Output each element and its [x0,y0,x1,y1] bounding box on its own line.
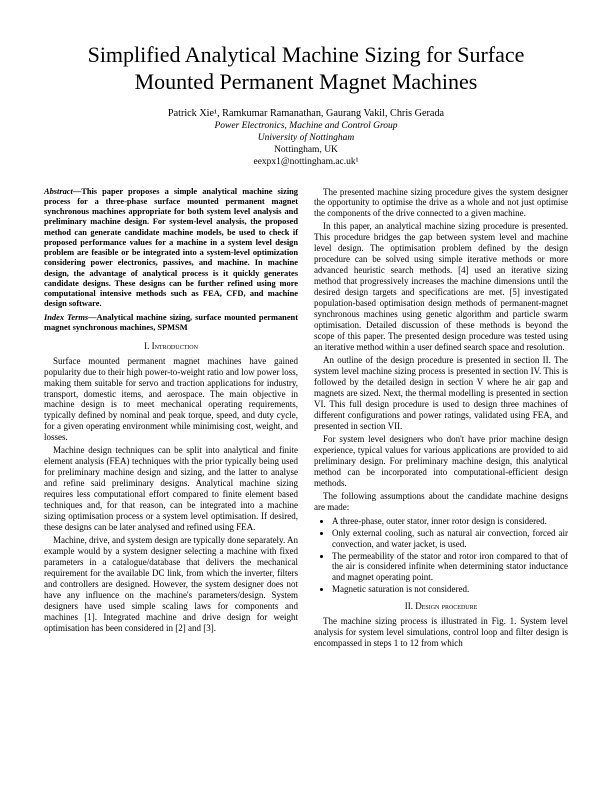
paragraph: Machine, drive, and system design are ty… [44,535,298,634]
list-item: Only external cooling, such as natural a… [332,528,568,550]
paper-title: Simplified Analytical Machine Sizing for… [52,42,560,96]
paragraph: Machine design techniques can be split i… [44,445,298,533]
affiliation-university: University of Nottingham [44,133,568,144]
paragraph: In this paper, an analytical machine siz… [314,221,568,353]
affiliation-location: Nottingham, UK [44,145,568,156]
abstract-lead: Abstract [44,187,73,196]
section-heading-design-procedure: II. Design procedure [314,601,568,612]
abstract-text: —This paper proposes a simple analytical… [44,187,298,309]
abstract: Abstract—This paper proposes a simple an… [44,187,298,310]
contact-email: eexpx1@nottingham.ac.uk¹ [44,157,568,168]
paragraph: The machine sizing process is illustrate… [314,616,568,649]
affiliation-group: Power Electronics, Machine and Control G… [44,121,568,132]
assumptions-list: A three-phase, outer stator, inner rotor… [314,516,568,596]
list-item: The permeability of the stator and rotor… [332,551,568,584]
paragraph: The presented machine sizing procedure g… [314,187,568,220]
paragraph: An outline of the design procedure is pr… [314,355,568,432]
paragraph: The following assumptions about the cand… [314,491,568,513]
index-terms-lead: Index Terms [44,313,88,322]
index-terms: Index Terms—Analytical machine sizing, s… [44,313,298,334]
list-item: Magnetic saturation is not considered. [332,584,568,595]
two-column-body: Abstract—This paper proposes a simple an… [44,187,568,649]
authors-line: Patrick Xie¹, Ramkumar Ramanathan, Gaura… [44,108,568,120]
paragraph: Surface mounted permanent magnet machine… [44,356,298,444]
section-heading-introduction: I. Introduction [44,341,298,352]
list-item: A three-phase, outer stator, inner rotor… [332,516,568,527]
paragraph: For system level designers who don't hav… [314,434,568,489]
